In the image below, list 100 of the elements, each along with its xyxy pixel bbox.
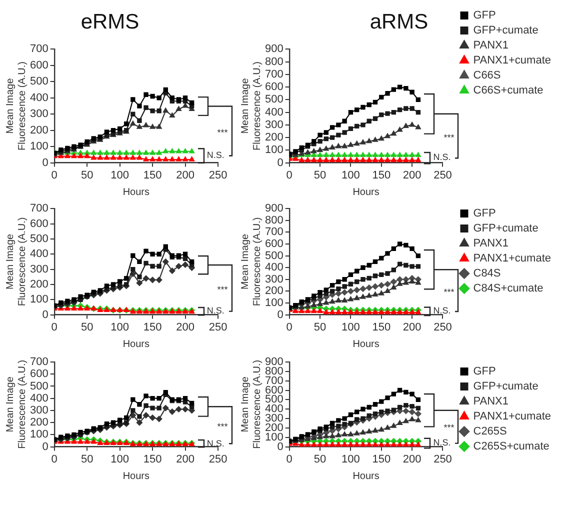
y-tick-label: 800 [264, 214, 284, 226]
x-tick-label: 150 [372, 453, 391, 466]
x-tick-label: 100 [342, 453, 360, 466]
y-tick-label: 0 [277, 308, 284, 321]
x-tick-label: 50 [314, 321, 326, 334]
legend-label: PANX1+cumate [473, 410, 552, 423]
y-axis-title: Mean Image Fluorescence (A.U.) [4, 217, 28, 306]
legend-label: PANX1 [473, 396, 509, 408]
y-tick-label: 200 [30, 278, 48, 290]
text: *** [444, 132, 455, 142]
y-tick-label: 100 [264, 144, 284, 156]
legend-label: GFP [473, 208, 496, 220]
x-tick-label: 150 [143, 453, 162, 466]
y-tick-label: 200 [264, 285, 284, 298]
y-tick-label: 500 [30, 380, 48, 392]
y-tick-label: 200 [264, 132, 284, 144]
legend-label: C66S [473, 70, 501, 82]
x-tick-label: 50 [80, 321, 94, 334]
y-tick-label: 300 [30, 404, 48, 416]
x-tick-label: 200 [402, 453, 422, 466]
y-tick-label: 700 [30, 356, 48, 368]
y-tick-label: 100 [30, 140, 48, 153]
y-tick-label: 400 [264, 262, 284, 274]
y-tick-label: 400 [264, 106, 284, 118]
x-tick-label: 250 [434, 453, 452, 466]
x-tick-label: 200 [402, 169, 422, 182]
x-tick-label: 50 [314, 453, 326, 466]
y-tick-label: 400 [30, 392, 48, 404]
y-tick-label: 400 [30, 248, 48, 260]
y-tick-label: 500 [264, 94, 284, 106]
x-tick-label: 100 [110, 453, 129, 466]
y-tick-label: 200 [30, 416, 48, 429]
x-tick-label: 200 [176, 453, 194, 466]
y-tick-label: 100 [30, 428, 48, 441]
y-tick-label: 700 [30, 202, 48, 215]
x-tick-label: 100 [110, 169, 129, 182]
x-tick-label: 0 [51, 169, 58, 182]
legend-label: GFP+cumate [473, 24, 538, 37]
annotation: *** [217, 128, 228, 138]
y-tick-label: 100 [264, 431, 284, 444]
x-tick-label: 150 [143, 169, 162, 182]
annotation: N.S. [206, 305, 224, 316]
y-tick-label: 0 [42, 308, 48, 321]
y-axis-title: Mean Image Fluorescence (A.U.) [240, 217, 263, 306]
y-tick-label: 300 [30, 263, 48, 276]
x-tick-label: 250 [434, 169, 452, 182]
x-tick-label: 250 [208, 453, 228, 466]
y-tick-label: 500 [30, 76, 48, 88]
legend-label: C84S [473, 268, 501, 280]
legend-label: C265S+cumate [473, 440, 550, 453]
x-axis-title: Hours [122, 470, 150, 482]
y-tick-label: 600 [30, 59, 48, 72]
chart-title: aRMS [370, 10, 428, 34]
chart-title: eRMS [80, 10, 140, 34]
x-tick-label: 200 [176, 321, 194, 334]
legend-label: GFP [473, 10, 496, 22]
y-axis-title: Mean Image Fluorescence (A.U.) [4, 360, 28, 449]
x-tick-label: 0 [286, 321, 292, 334]
annotation: N.S. [433, 306, 451, 316]
x-axis-title: Hours [122, 186, 150, 198]
x-axis-title: Hours [352, 470, 380, 482]
y-tick-label: 100 [264, 297, 284, 310]
x-tick-label: 0 [51, 453, 58, 466]
x-tick-label: 200 [176, 169, 194, 182]
annotation: N.S. [433, 438, 451, 448]
y-tick-label: 700 [30, 43, 48, 56]
x-tick-label: 0 [286, 453, 292, 466]
x-tick-label: 0 [286, 169, 292, 182]
y-tick-label: 0 [42, 156, 48, 169]
y-tick-label: 500 [30, 232, 48, 245]
y-tick-label: 600 [264, 81, 284, 94]
x-axis-title: Hours [352, 338, 380, 350]
x-tick-label: 150 [372, 321, 391, 334]
legend-label: GFP+cumate [473, 222, 538, 235]
x-tick-label: 0 [51, 321, 58, 334]
x-tick-label: 150 [372, 169, 391, 182]
text: *** [444, 286, 455, 297]
legend-label: PANX1+cumate [473, 252, 552, 265]
x-axis-title: Hours [122, 338, 150, 350]
legend-label: PANX1 [473, 238, 509, 250]
legend-label: C66S+cumate [473, 84, 544, 97]
y-tick-label: 700 [264, 374, 284, 387]
x-tick-label: 250 [208, 169, 228, 182]
x-tick-label: 50 [314, 169, 326, 182]
y-tick-label: 0 [277, 156, 284, 169]
y-tick-label: 600 [30, 218, 48, 230]
y-axis-title: Mean Image Fluorescence (A.U.) [4, 62, 28, 150]
y-tick-label: 500 [264, 250, 284, 262]
legend-label: PANX1+cumate [473, 54, 552, 67]
y-tick-label: 400 [264, 403, 284, 416]
y-tick-label: 400 [30, 92, 48, 104]
y-tick-label: 0 [277, 440, 284, 453]
legend-label: GFP [473, 366, 496, 378]
x-tick-label: 100 [110, 321, 129, 334]
y-axis-title: Mean Image Fluorescence (A.U.) [240, 62, 263, 150]
x-tick-label: 200 [402, 321, 422, 334]
y-tick-label: 0 [42, 440, 48, 453]
y-tick-label: 600 [264, 238, 284, 250]
y-tick-label: 900 [264, 202, 284, 215]
y-tick-label: 700 [264, 68, 284, 80]
